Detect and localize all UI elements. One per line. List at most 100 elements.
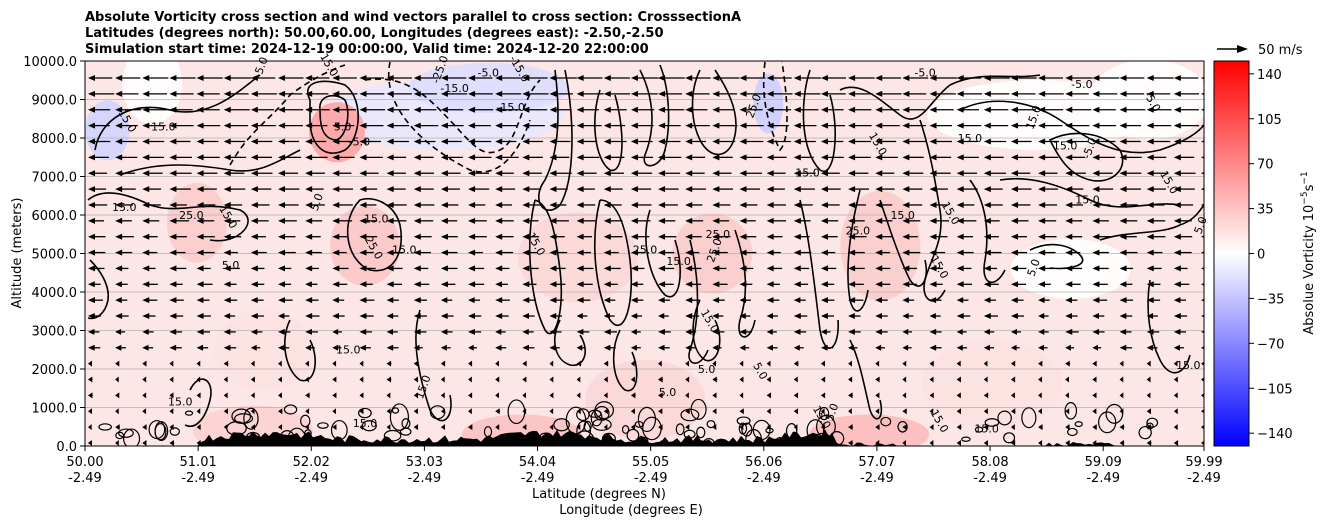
- wind-vector-head: [848, 424, 853, 431]
- wind-vector-head: [875, 424, 880, 431]
- wind-vector-head: [142, 249, 150, 256]
- wind-vector-head: [1092, 233, 1100, 240]
- wind-vector-head: [685, 186, 693, 193]
- wind-vector-head: [658, 154, 666, 161]
- wind-vector-head: [142, 440, 147, 446]
- wind-vector-head: [1038, 138, 1046, 145]
- wind-vector-head: [1092, 313, 1099, 320]
- wind-vector-head: [549, 249, 557, 256]
- surface-contour: [591, 418, 612, 431]
- surface-contour: [880, 416, 892, 427]
- wind-vector-head: [440, 201, 448, 208]
- wind-vector-head: [250, 138, 258, 145]
- surface-contour: [115, 431, 125, 440]
- wind-vector-head: [983, 170, 991, 177]
- wind-vector-head: [196, 313, 204, 320]
- wind-vector-head: [522, 201, 530, 208]
- wind-vector-head: [739, 313, 746, 320]
- wind-vector-head: [902, 297, 909, 304]
- wind-vector-head: [820, 265, 828, 272]
- contour-label: 5.0: [308, 192, 326, 213]
- wind-vector-head: [658, 328, 665, 335]
- wind-vector-head: [685, 265, 693, 272]
- wind-vector-head: [658, 217, 666, 224]
- wind-vector-head: [1065, 392, 1069, 399]
- surface-contour: [357, 407, 372, 419]
- wind-vector-head: [142, 376, 147, 383]
- wind-vector-head: [549, 265, 557, 272]
- wind-vector-head: [820, 217, 828, 224]
- wind-vector-head: [142, 313, 150, 320]
- wind-vector-head: [223, 138, 231, 145]
- wind-vector-head: [1173, 408, 1178, 415]
- wind-vector-head: [766, 313, 774, 320]
- wind-vector-head: [1119, 217, 1127, 224]
- wind-vector-head: [793, 360, 799, 367]
- wind-vector-head: [983, 408, 988, 415]
- wind-vector-head: [1119, 440, 1124, 446]
- wind-vectors: [88, 75, 1204, 446]
- wind-vector-head: [739, 90, 747, 97]
- wind-vector-head: [902, 217, 910, 224]
- wind-vector-head: [576, 328, 584, 335]
- wind-vector-head: [169, 233, 177, 240]
- wind-vector-head: [766, 75, 774, 81]
- wind-vector-head: [250, 328, 258, 335]
- wind-vector-head: [115, 376, 119, 383]
- vorticity-field: [85, 61, 1204, 446]
- wind-vector-head: [1010, 186, 1018, 193]
- wind-vector-head: [223, 233, 231, 240]
- wind-vector-head: [1201, 235, 1204, 238]
- wind-vector-head: [875, 75, 883, 81]
- wind-vector-head: [956, 75, 964, 81]
- y-tick-label: 4000.0: [32, 286, 78, 301]
- wind-vector-head: [522, 265, 530, 272]
- wind-vector-head: [549, 201, 557, 208]
- wind-vector-head: [766, 344, 773, 351]
- wind-vector-head: [820, 424, 825, 431]
- wind-vector-head: [169, 360, 174, 367]
- wind-vector-head: [1146, 90, 1154, 97]
- surface-contour: [383, 429, 402, 442]
- x-axis: 50.00-2.4951.01-2.4952.02-2.4953.03-2.49…: [66, 446, 1223, 486]
- wind-vector-head: [1146, 360, 1151, 367]
- wind-vector-head: [1010, 233, 1018, 240]
- wind-vector-head: [250, 217, 258, 224]
- vorticity-blob: [922, 339, 1063, 430]
- wind-vector-head: [766, 170, 774, 177]
- y-tick-label: 3000.0: [32, 325, 78, 340]
- wind-vector-head: [169, 344, 177, 351]
- wind-vector-head: [1173, 186, 1181, 193]
- wind-vector-head: [196, 344, 204, 351]
- wind-vector-head: [1201, 108, 1204, 112]
- wind-vector-head: [685, 392, 689, 399]
- wind-vector-head: [848, 392, 853, 399]
- wind-vector-head: [875, 122, 883, 129]
- wind-vector-head: [1010, 265, 1018, 272]
- contour-line: [1048, 132, 1124, 182]
- wind-vector-head: [468, 249, 476, 256]
- contour-label: 5.0: [1025, 257, 1043, 278]
- wind-vector-head: [576, 344, 583, 351]
- wind-vector-head: [88, 392, 93, 399]
- wind-vector-head: [359, 424, 364, 431]
- wind-vector-head: [902, 313, 909, 320]
- wind-vector-head: [956, 233, 964, 240]
- wind-vector-head: [1173, 265, 1181, 272]
- wind-vector-head: [305, 424, 309, 431]
- wind-vector-head: [630, 313, 638, 320]
- wind-vector-head: [278, 75, 286, 81]
- wind-vector-head: [956, 122, 964, 129]
- wind-vector-head: [440, 424, 446, 431]
- wind-vector-head: [1119, 233, 1127, 240]
- wind-vector-head: [1010, 154, 1018, 161]
- wind-vector-head: [115, 122, 123, 129]
- wind-vector-head: [115, 154, 123, 161]
- wind-vector-head: [875, 217, 883, 224]
- wind-vector-head: [250, 376, 255, 383]
- wind-vector-head: [1092, 360, 1097, 367]
- wind-vector-head: [413, 217, 421, 224]
- wind-vector-head: [576, 170, 584, 177]
- wind-vector-head: [576, 154, 584, 161]
- wind-vector-head: [1173, 360, 1178, 367]
